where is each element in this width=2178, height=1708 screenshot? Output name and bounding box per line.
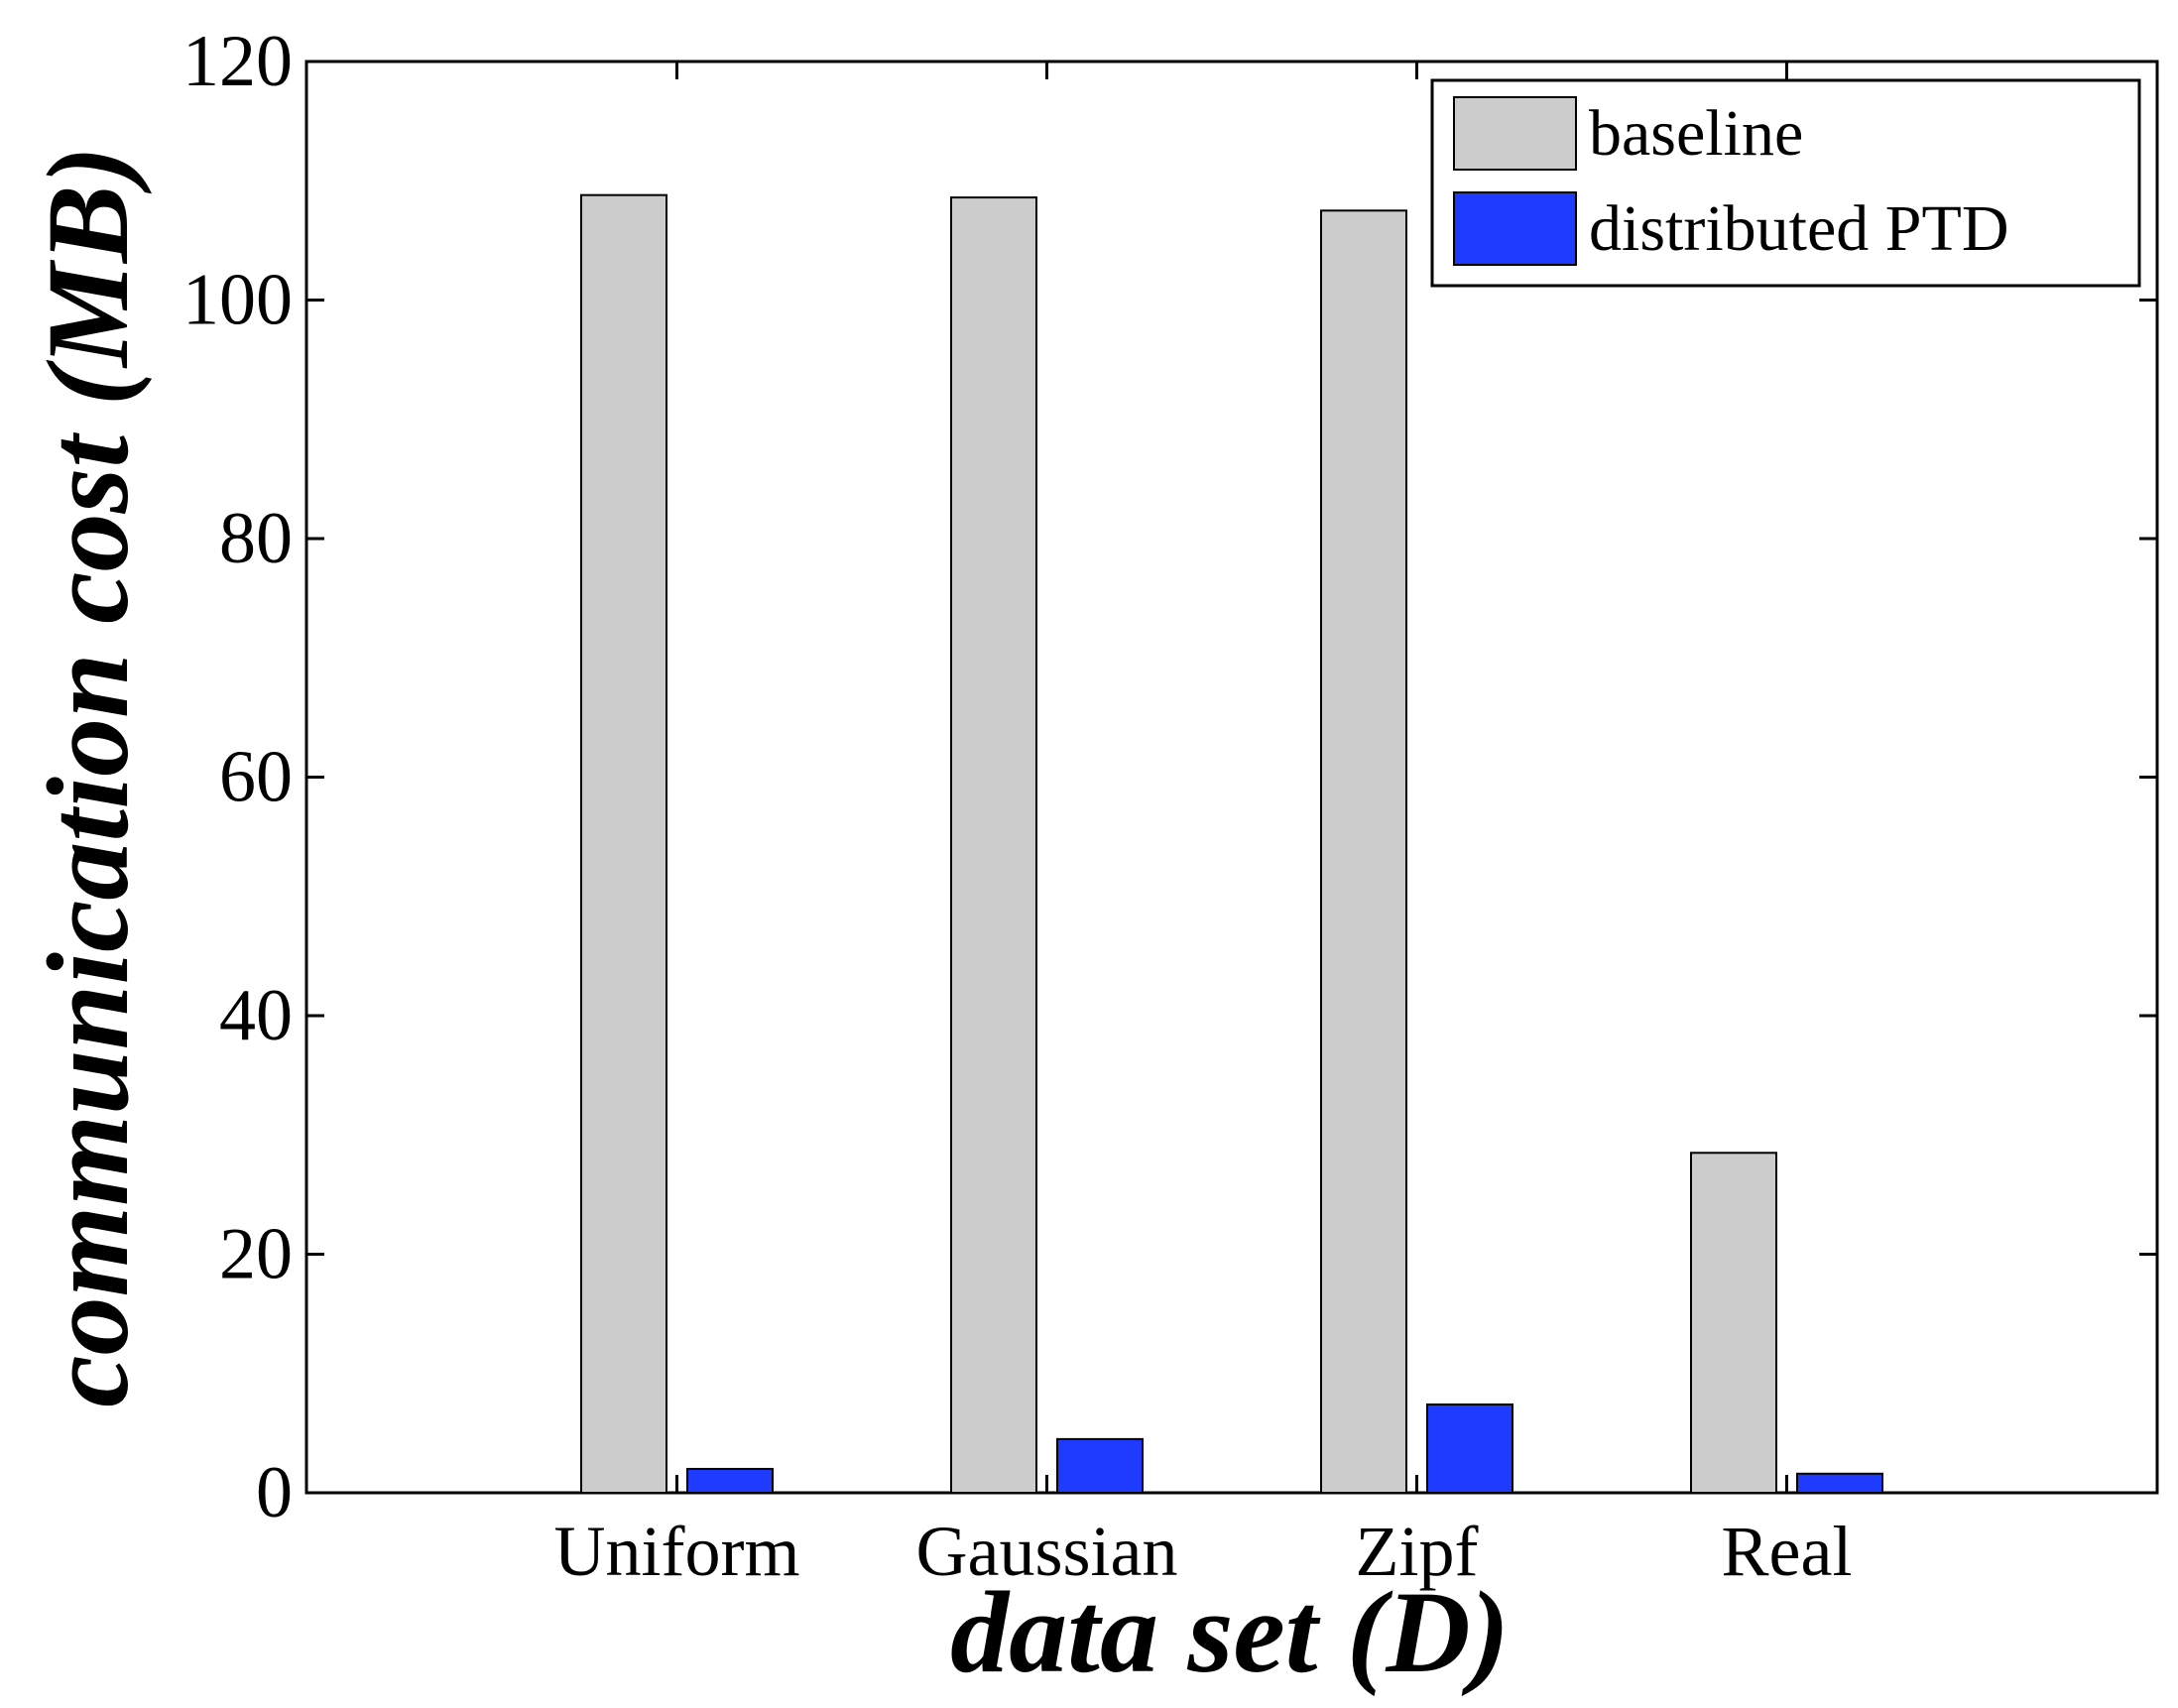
- y-axis-title: communication cost (MB): [23, 146, 153, 1407]
- bar-series-group: [580, 193, 1883, 1495]
- y-tick-label: 80: [219, 498, 293, 579]
- bar-distributed-ptd-gaussian: [1056, 1437, 1144, 1494]
- y-tick-label: 120: [182, 21, 293, 102]
- y-tick-labels: 0 20 40 60 80 100 120: [182, 21, 293, 1533]
- legend-label: baseline: [1589, 97, 1803, 170]
- legend-swatch: [1453, 191, 1577, 266]
- y-tick-label: 40: [219, 975, 293, 1056]
- bar-distributed-ptd-uniform: [686, 1467, 774, 1494]
- legend-label: distributed PTD: [1589, 192, 2009, 265]
- x-category-label: Zipf: [1356, 1512, 1479, 1591]
- x-axis-title: data set (D): [950, 1567, 1510, 1697]
- bar-distributed-ptd-real: [1796, 1472, 1883, 1495]
- y-tick-label: 20: [219, 1214, 293, 1295]
- bar-baseline-gaussian: [950, 196, 1037, 1495]
- bar-baseline-real: [1690, 1152, 1777, 1494]
- legend: baseline distributed PTD: [1430, 78, 2141, 288]
- y-tick-label: 60: [219, 737, 293, 818]
- bar-baseline-zipf: [1320, 209, 1407, 1494]
- bar-distributed-ptd-zipf: [1426, 1403, 1513, 1495]
- axis-ticks: [306, 60, 2157, 1495]
- bar-baseline-uniform: [580, 193, 667, 1494]
- y-tick-label: 0: [256, 1452, 293, 1533]
- y-tick-label: 100: [182, 260, 293, 341]
- x-category-labels: Uniform Gaussian Zipf Real: [554, 1512, 1853, 1591]
- legend-swatch: [1453, 96, 1577, 171]
- x-category-label: Real: [1722, 1512, 1853, 1591]
- x-category-label: Uniform: [554, 1512, 800, 1591]
- x-category-label: Gaussian: [916, 1512, 1178, 1591]
